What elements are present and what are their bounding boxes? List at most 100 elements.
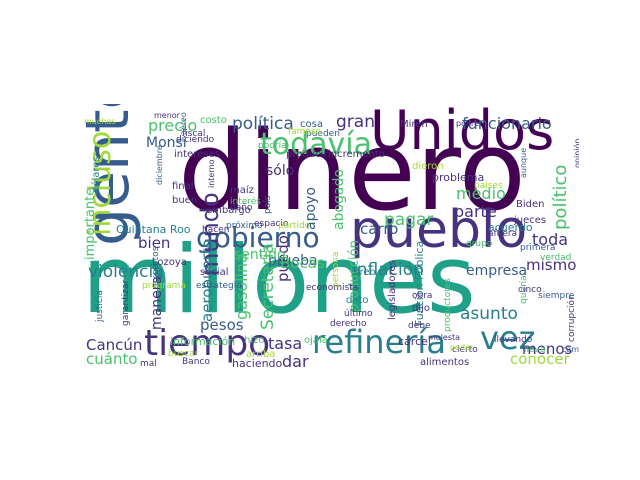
word-carro: carro — [360, 220, 399, 238]
word-biden: Biden — [516, 199, 545, 210]
word-social: social — [200, 267, 229, 278]
word-garantizar: garantizar — [121, 279, 131, 326]
word-diciendo: diciendo — [176, 135, 215, 145]
word-ojala: ojalá — [304, 335, 328, 346]
word-conocer: conocer — [510, 350, 570, 368]
word-legisladores: legisladores — [387, 260, 398, 320]
word-pueden: pueden — [306, 129, 340, 139]
word-final: final — [172, 181, 194, 192]
word-sentido: sentido — [234, 247, 286, 263]
word-cancun: Cancún — [86, 336, 143, 354]
word-debe: debe — [408, 321, 431, 331]
word-persona: persona — [331, 251, 341, 288]
word-dar: dar — [282, 352, 309, 370]
word-precio: precio — [148, 116, 198, 135]
word-gobierno: gobierno — [196, 221, 320, 254]
word-todavia: todavía — [260, 127, 373, 162]
word-cosa: cosa — [300, 119, 323, 130]
word-parte: parte — [454, 202, 497, 221]
word-programa: programa — [142, 281, 186, 291]
word-ultimo: último — [344, 309, 373, 319]
word-aereo: aéreo — [179, 112, 188, 135]
word-poder: poder — [450, 343, 474, 352]
word-muchas: muchas — [84, 117, 116, 126]
word-menos: menos — [522, 340, 573, 358]
word-lleva: lleva — [524, 345, 546, 355]
word-pueblo: pueblo — [350, 200, 528, 260]
word-quintana-roo: Quintana Roo — [116, 223, 191, 236]
word-fiscal: fiscal — [182, 129, 206, 139]
word-pesos: pesos — [200, 316, 244, 334]
word-medio: medio — [456, 184, 506, 203]
word-jueces: jueces — [514, 215, 547, 226]
word-tasa: tasa — [268, 334, 303, 353]
word-violencia: violencia — [88, 262, 164, 282]
word-hacen: hacen — [202, 225, 230, 235]
word-mal: mal — [140, 359, 157, 369]
word-opinion: opinión — [573, 138, 579, 168]
word-pais: país — [263, 195, 273, 214]
word-podria: podría — [258, 141, 287, 151]
word-primera: primera — [520, 243, 556, 253]
word-politica: política — [232, 114, 294, 134]
word-inflacion: inflación — [352, 260, 424, 280]
word-pagar: pagar — [384, 210, 434, 230]
word-maiz: maíz — [230, 185, 254, 196]
word-solo: sólo — [266, 163, 295, 179]
word-toda: toda — [532, 230, 569, 249]
word-afuera: afuera — [488, 229, 518, 239]
word-dinero: dinero — [178, 107, 526, 235]
word-estrategia: estrategia — [196, 281, 242, 291]
word-menor: menor — [154, 111, 180, 120]
word-cloud: dinero millones Unidos gente pueblo tiempo ref… — [80, 104, 579, 369]
word-producir: producir — [286, 149, 328, 160]
word-tiempo: tiempo — [144, 323, 271, 364]
word-costo: costo — [200, 115, 227, 126]
word-asunto: asunto — [460, 304, 518, 324]
word-arriba: arriba — [246, 349, 276, 360]
word-acuerdo: acuerdo — [488, 221, 533, 234]
word-espacio: espacio — [254, 219, 289, 229]
word-justicia: justicia — [95, 290, 105, 322]
word-diciembre: diciembre — [155, 145, 164, 185]
word-importante: importante — [83, 187, 98, 260]
word-alimentos: alimentos — [420, 357, 470, 368]
word-dano: daño — [230, 203, 253, 213]
word-banco: Banco — [182, 357, 210, 367]
word-informacion: información — [170, 335, 236, 348]
word-corrupcion: corrupción — [567, 294, 577, 342]
word-miren: Miren — [400, 119, 428, 130]
word-creo: creo — [354, 267, 376, 278]
word-paises: países — [474, 181, 503, 191]
word-cierto: cierto — [452, 345, 478, 355]
word-cinco: cinco — [518, 285, 542, 295]
word-pobre: pobre — [456, 119, 480, 128]
word-embargo: embargo — [206, 205, 251, 216]
word-llevando: llevando — [494, 335, 533, 345]
word-bien: bien — [138, 234, 171, 252]
word-intereses: intereses — [174, 149, 220, 160]
word-incremento: incremento — [328, 149, 385, 160]
word-hizo: hizo — [244, 335, 265, 346]
word-empresa: empresa — [466, 263, 528, 279]
word-mismo: mismo — [526, 256, 577, 274]
word-politico: político — [550, 164, 571, 230]
word-problema: problema — [432, 171, 485, 184]
word-obra: obra — [412, 291, 433, 301]
word-dieron: dieron — [412, 161, 444, 172]
word-cuanto: cuánto — [86, 350, 138, 368]
word-funcionario: funcionario — [462, 114, 552, 133]
word-campana: campaña — [562, 345, 579, 354]
word-bocas: Bocas — [280, 254, 325, 272]
word-siempre: siempre — [538, 291, 575, 301]
word-aunque: aunque — [519, 147, 528, 178]
word-prueba: prueba — [268, 253, 318, 269]
word-buscar: buscar — [168, 349, 199, 359]
word-millones: millones — [82, 226, 476, 335]
word-gran: gran — [336, 112, 375, 132]
word-grupo: grupo — [466, 239, 493, 249]
word-vez: vez — [480, 319, 536, 357]
word-dolares: dólares — [91, 156, 102, 193]
word-abogado: abogado — [331, 169, 347, 230]
word-famoso: famoso — [288, 127, 322, 137]
